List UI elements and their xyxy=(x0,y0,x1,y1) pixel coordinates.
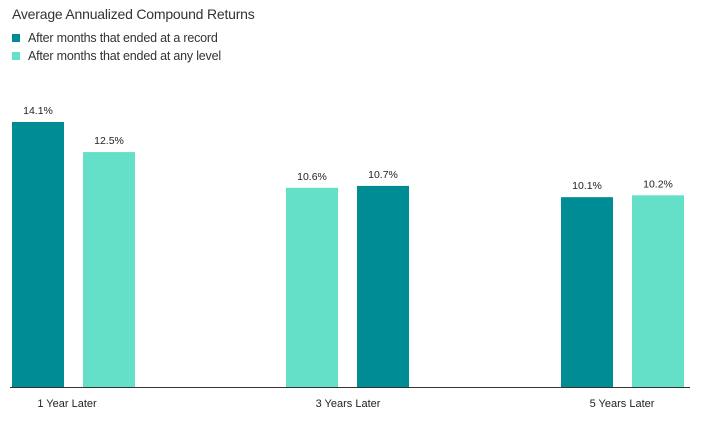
category-label-1: 1 Year Later xyxy=(37,398,97,410)
data-label-any-level-3: 10.2% xyxy=(643,178,673,190)
legend-swatch-record xyxy=(12,34,20,42)
data-label-any-level-1: 12.5% xyxy=(94,135,124,147)
legend-label-any-level: After months that ended at any level xyxy=(28,49,221,63)
legend-label-record: After months that ended at a record xyxy=(28,31,218,45)
bar-any-level-1 xyxy=(83,152,135,387)
category-label-2: 3 Years Later xyxy=(316,398,381,410)
chart-title: Average Annualized Compound Returns xyxy=(12,6,255,22)
bar-record-2 xyxy=(357,185,409,387)
bar-record-1 xyxy=(12,122,64,387)
data-label-record-2: 10.7% xyxy=(368,169,398,181)
legend-item-record: After months that ended at a record xyxy=(12,29,221,47)
bar-any-level-2 xyxy=(286,187,338,387)
data-label-record-3: 10.1% xyxy=(572,180,602,192)
data-label-any-level-2: 10.6% xyxy=(297,171,327,183)
data-label-record-1: 14.1% xyxy=(23,105,53,117)
legend-swatch-any-level xyxy=(12,52,20,60)
category-label-3: 5 Years Later xyxy=(590,398,655,410)
bar-any-level-3 xyxy=(632,195,684,387)
legend-item-any-level: After months that ended at any level xyxy=(12,47,221,65)
legend: After months that ended at a record Afte… xyxy=(12,29,221,65)
bar-record-3 xyxy=(561,197,613,387)
